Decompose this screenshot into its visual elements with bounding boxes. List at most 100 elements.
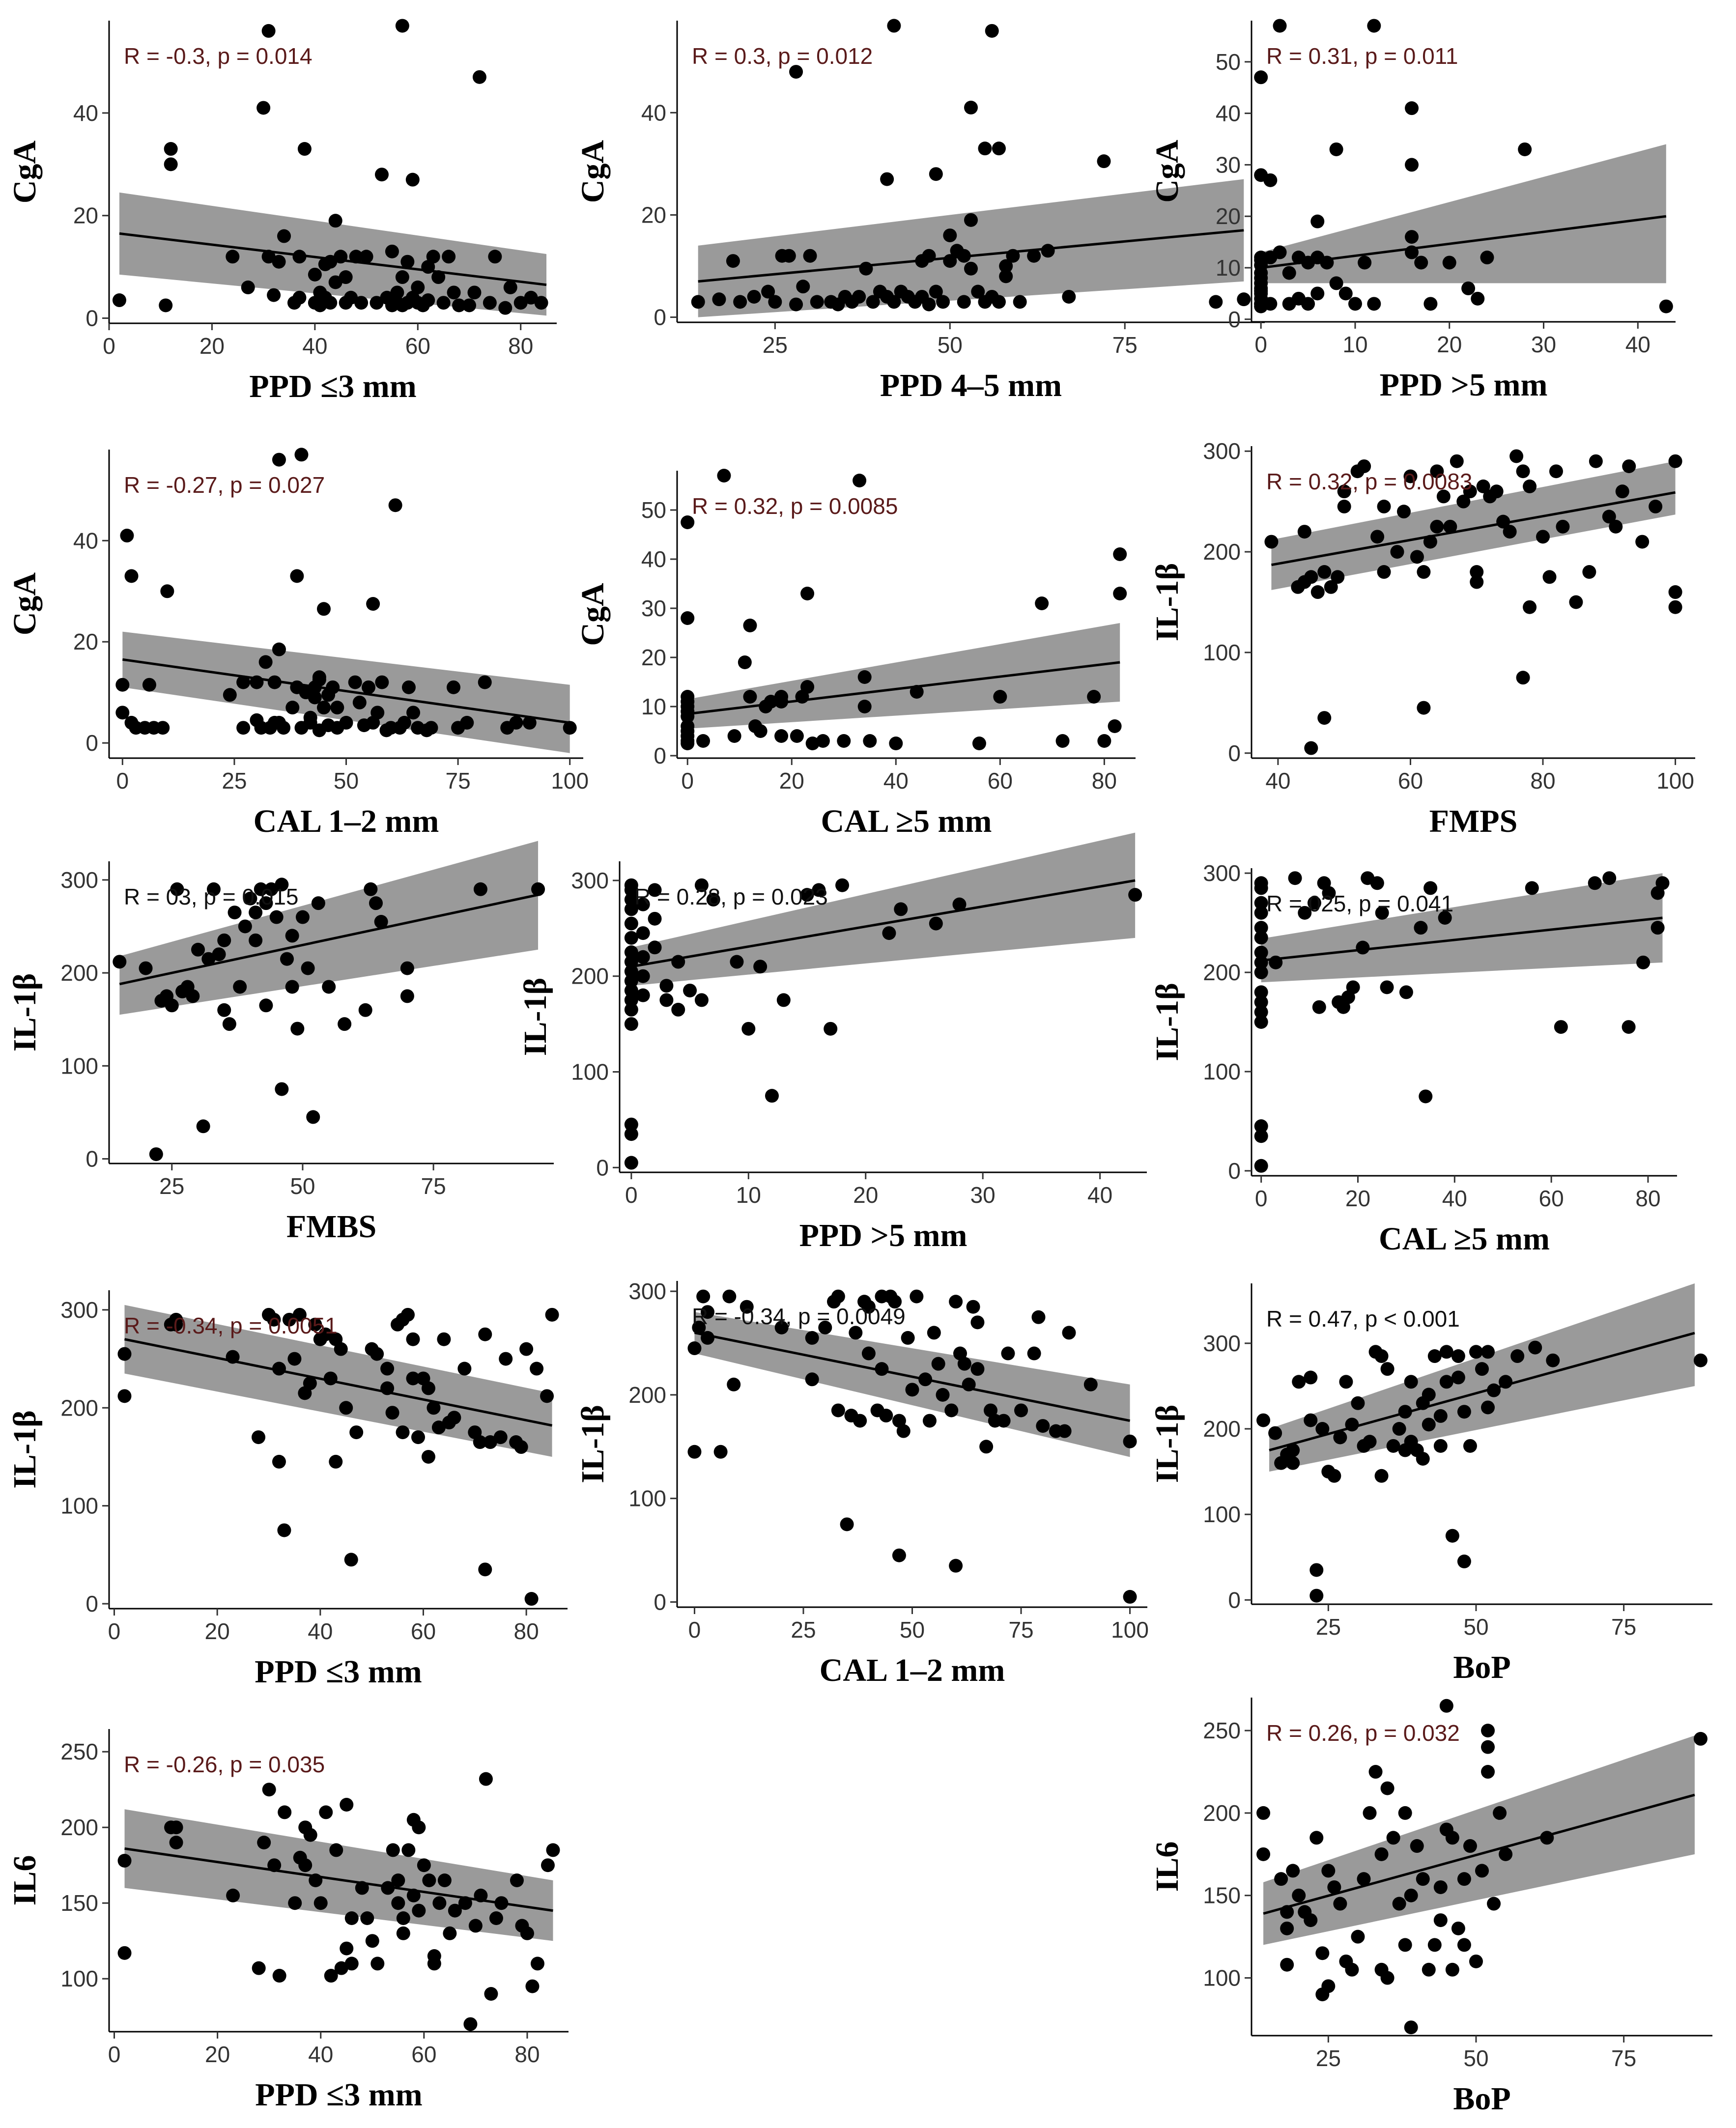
data-point bbox=[696, 734, 711, 748]
data-point bbox=[922, 1414, 937, 1428]
data-point bbox=[992, 295, 1006, 309]
data-point bbox=[493, 1430, 508, 1445]
data-point bbox=[712, 292, 726, 307]
data-point bbox=[636, 950, 650, 964]
data-point bbox=[344, 1957, 359, 1971]
plot-layer: 40 60 80 100 0 100 200 300 bbox=[1203, 438, 1695, 794]
data-point bbox=[1356, 940, 1370, 955]
data-point bbox=[943, 228, 957, 243]
data-point bbox=[406, 706, 421, 720]
y-tick-label: 30 bbox=[1216, 152, 1241, 177]
data-point bbox=[624, 1156, 638, 1170]
data-point bbox=[344, 290, 358, 305]
data-point bbox=[1280, 1958, 1294, 1972]
data-point bbox=[1254, 921, 1268, 935]
data-point bbox=[1475, 1864, 1489, 1878]
annotation: R = 0.31, p = 0.011 bbox=[1266, 43, 1458, 69]
data-point bbox=[1254, 1005, 1268, 1019]
data-point bbox=[648, 911, 662, 926]
data-point bbox=[258, 655, 273, 669]
data-point bbox=[1427, 1349, 1442, 1363]
data-point bbox=[1456, 494, 1471, 509]
x-tick-label: 50 bbox=[334, 768, 359, 794]
data-point bbox=[1451, 1349, 1465, 1363]
x-tick-label: 20 bbox=[1345, 1186, 1370, 1211]
data-point bbox=[1377, 565, 1391, 579]
data-point bbox=[391, 1896, 405, 1910]
data-point bbox=[740, 1300, 754, 1314]
data-point bbox=[1622, 1020, 1636, 1034]
data-point bbox=[1014, 1403, 1028, 1418]
annotation: R = 0.32, p = 0.0085 bbox=[692, 493, 898, 519]
data-point bbox=[349, 1425, 364, 1440]
data-point bbox=[249, 906, 263, 920]
data-point bbox=[1035, 596, 1049, 610]
plot-layer: 0 20 40 60 80 0 20 40 bbox=[73, 19, 557, 359]
data-point bbox=[1549, 464, 1563, 479]
data-point bbox=[816, 734, 830, 748]
y-tick-label: 300 bbox=[571, 868, 609, 893]
data-point bbox=[659, 979, 674, 993]
data-point bbox=[290, 569, 304, 583]
data-point bbox=[360, 1911, 374, 1925]
data-point bbox=[1380, 980, 1394, 994]
data-point bbox=[1254, 906, 1268, 920]
data-point bbox=[431, 1420, 446, 1435]
x-axis-title: PPD 4–5 mm bbox=[880, 368, 1062, 403]
annotation: R = 03, p = 0.015 bbox=[124, 884, 299, 909]
data-point bbox=[1254, 965, 1268, 980]
data-point bbox=[964, 100, 978, 114]
data-point bbox=[340, 1941, 354, 1956]
data-point bbox=[483, 296, 497, 310]
data-point bbox=[1509, 449, 1524, 463]
data-point bbox=[1338, 286, 1353, 301]
data-point bbox=[396, 1425, 410, 1440]
data-point bbox=[624, 1002, 638, 1017]
data-point bbox=[1422, 1962, 1436, 1977]
x-tick-label: 50 bbox=[290, 1173, 315, 1199]
panel-il1b-cal-ge5: 0 20 40 60 80 0 100 200 300 R = 025, p = 0.041 C… bbox=[1149, 860, 1677, 1257]
data-point bbox=[330, 701, 344, 715]
data-point bbox=[272, 453, 286, 467]
data-point bbox=[391, 1873, 405, 1887]
data-point bbox=[1128, 888, 1142, 902]
data-point bbox=[648, 940, 662, 955]
data-point bbox=[1254, 70, 1268, 85]
y-tick-label: 0 bbox=[596, 1155, 609, 1180]
data-point bbox=[624, 916, 638, 931]
data-point bbox=[308, 690, 322, 705]
data-point bbox=[1315, 1422, 1330, 1436]
x-tick-label: 80 bbox=[1635, 1186, 1660, 1211]
data-point bbox=[1405, 101, 1419, 115]
data-point bbox=[124, 569, 139, 583]
data-point bbox=[1254, 1119, 1268, 1134]
data-point bbox=[1375, 906, 1389, 920]
data-point bbox=[395, 270, 409, 284]
data-point bbox=[112, 293, 126, 308]
data-point bbox=[1254, 1129, 1268, 1143]
x-tick-label: 0 bbox=[1254, 332, 1267, 357]
plot-layer: 0 25 50 75 100 0 20 40 bbox=[73, 448, 589, 794]
y-tick-label: 0 bbox=[1228, 740, 1241, 766]
data-point bbox=[733, 295, 747, 309]
data-point bbox=[164, 142, 178, 156]
regression-line bbox=[124, 1338, 553, 1427]
data-point bbox=[294, 448, 309, 462]
data-point bbox=[905, 1383, 919, 1397]
data-point bbox=[226, 250, 240, 264]
x-tick-label: 50 bbox=[1463, 1614, 1488, 1640]
data-point bbox=[1322, 886, 1336, 900]
data-point bbox=[390, 285, 404, 300]
data-point bbox=[1331, 570, 1345, 584]
data-point bbox=[624, 945, 638, 960]
plot-layer: 0 25 50 75 100 0 100 200 300 bbox=[628, 1278, 1149, 1643]
data-point bbox=[236, 721, 251, 735]
data-point bbox=[267, 675, 282, 689]
panel-cga-ppd-le3: 0 20 40 60 80 0 20 40 R = -0.3, p = 0.014 PPD ≤… bbox=[7, 19, 557, 404]
data-point bbox=[285, 980, 299, 994]
data-point bbox=[160, 584, 174, 598]
data-point bbox=[277, 229, 291, 243]
data-point bbox=[262, 1783, 276, 1797]
y-tick-label: 0 bbox=[654, 743, 666, 768]
x-axis-title: CAL 1–2 mm bbox=[820, 1652, 1005, 1688]
